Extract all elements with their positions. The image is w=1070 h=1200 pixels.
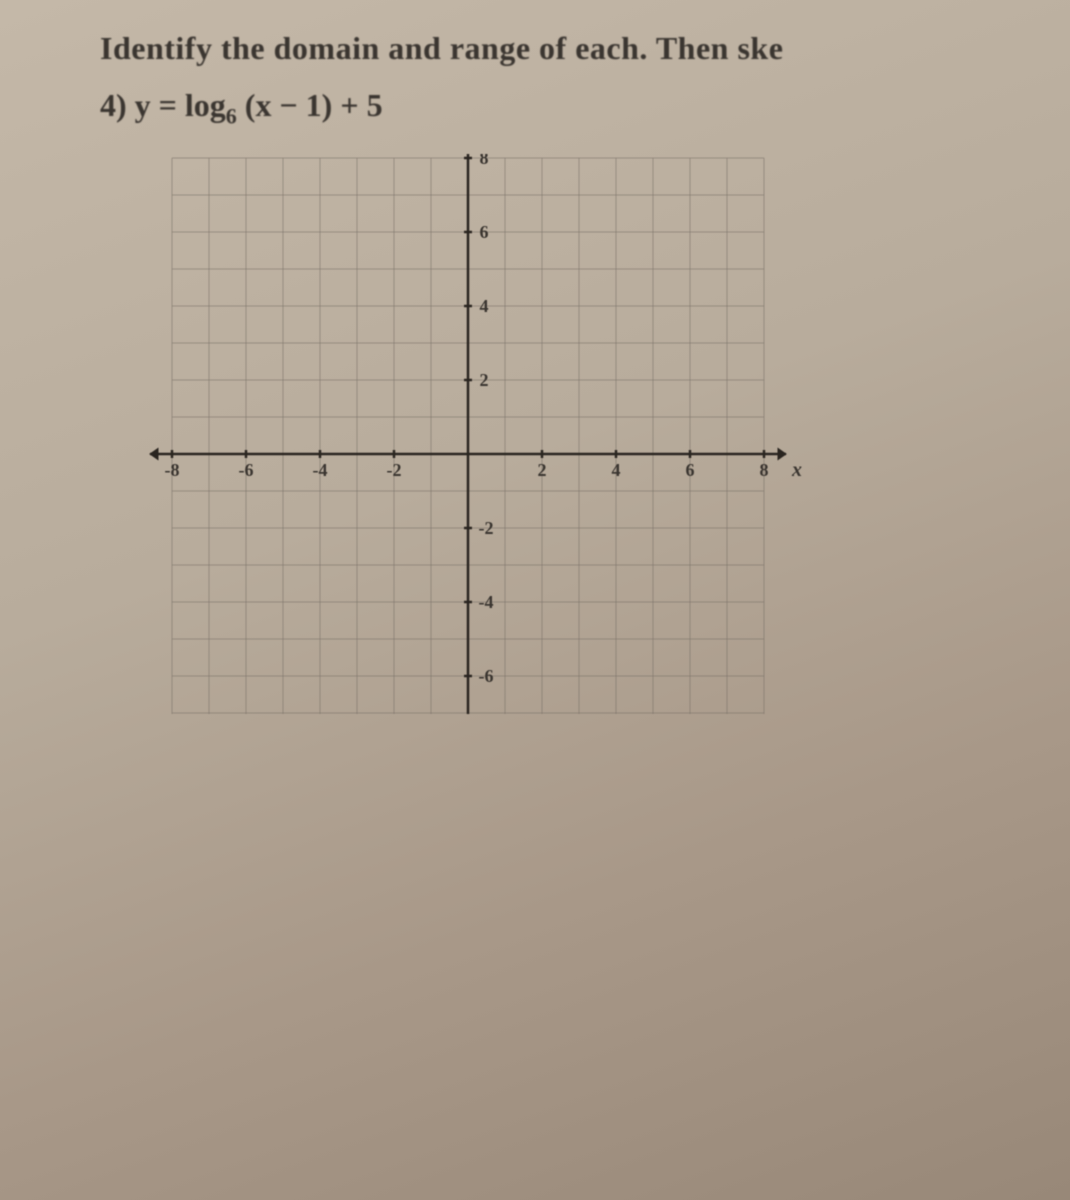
equation-prefix: y = log bbox=[135, 87, 226, 123]
svg-text:2: 2 bbox=[480, 370, 489, 390]
svg-text:-4: -4 bbox=[313, 460, 328, 480]
equation-suffix: (x − 1) + 5 bbox=[237, 87, 383, 123]
svg-text:8: 8 bbox=[760, 460, 769, 480]
instruction-text: Identify the domain and range of each. T… bbox=[100, 30, 1050, 67]
svg-text:-6: -6 bbox=[239, 460, 254, 480]
svg-text:6: 6 bbox=[480, 222, 489, 242]
svg-text:x: x bbox=[791, 459, 802, 481]
svg-text:-4: -4 bbox=[479, 592, 494, 612]
svg-text:-8: -8 bbox=[165, 460, 180, 480]
svg-text:6: 6 bbox=[686, 460, 695, 480]
svg-text:8: 8 bbox=[480, 154, 489, 168]
svg-text:2: 2 bbox=[538, 460, 547, 480]
equation-subscript: 6 bbox=[226, 103, 237, 128]
problem-equation: 4) y = log6 (x − 1) + 5 bbox=[100, 87, 1050, 129]
svg-text:4: 4 bbox=[612, 460, 621, 480]
worksheet-page: Identify the domain and range of each. T… bbox=[80, 0, 1070, 744]
svg-text:-6: -6 bbox=[479, 666, 494, 686]
svg-text:4: 4 bbox=[480, 296, 489, 316]
grid-svg: -8-6-4-224682468-2-4-6-8yx bbox=[120, 154, 840, 714]
coordinate-grid: -8-6-4-224682468-2-4-6-8yx bbox=[120, 154, 840, 714]
svg-text:-2: -2 bbox=[387, 460, 402, 480]
svg-text:-2: -2 bbox=[479, 518, 494, 538]
problem-number: 4) bbox=[100, 87, 127, 123]
